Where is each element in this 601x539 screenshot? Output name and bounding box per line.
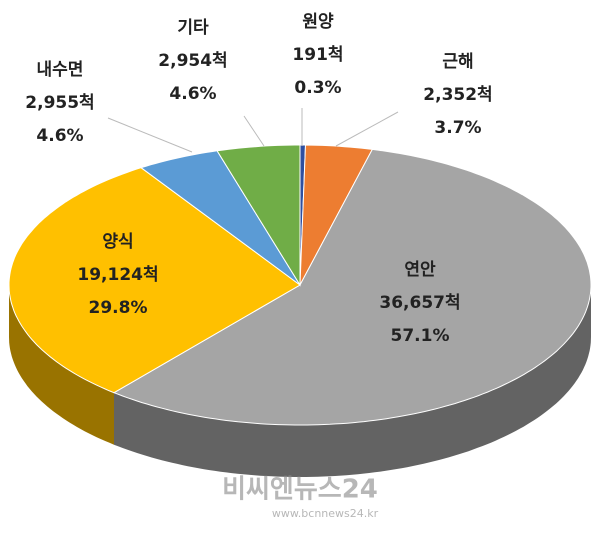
- slice-label: 내수면: [37, 60, 84, 80]
- count-label: 2,954척: [158, 51, 227, 71]
- slice-label: 원양: [302, 12, 334, 32]
- slice-label: 기타: [177, 18, 209, 38]
- leader-line: [335, 111, 399, 147]
- slice: [139, 150, 301, 286]
- slice: [299, 144, 374, 286]
- watermark-url: www.bcnnews24.kr: [272, 507, 379, 520]
- watermark-title: 비씨엔뉴스24: [222, 475, 378, 505]
- count-label: 2,352척: [423, 85, 492, 105]
- count-label: 36,657척: [379, 293, 460, 313]
- leader-line: [243, 115, 265, 147]
- slice-side: [9, 285, 114, 445]
- slice-label: 연안: [404, 260, 436, 280]
- slice-side: [114, 285, 591, 477]
- count-label: 191척: [292, 45, 343, 65]
- value-label: 29.8%: [89, 298, 148, 318]
- slice: [216, 144, 301, 287]
- value-label: 57.1%: [391, 326, 450, 346]
- value-label: 4.6%: [169, 84, 216, 104]
- value-label: 3.7%: [434, 118, 481, 138]
- leader-line: [107, 117, 193, 153]
- labels: 원양 191척 0.3% 근해 2,352척 3.7% 연안 36,657척 57.1% 양식 19…: [25, 12, 492, 346]
- value-label: 0.3%: [294, 78, 341, 98]
- count-label: 19,124척: [77, 265, 158, 285]
- count-label: 2,955척: [25, 93, 94, 113]
- slice: [112, 148, 592, 426]
- slice: [8, 167, 301, 394]
- slice-label: 양식: [102, 232, 133, 252]
- pie: [8, 144, 592, 477]
- value-label: 4.6%: [36, 126, 83, 146]
- slice-label: 근해: [442, 52, 473, 72]
